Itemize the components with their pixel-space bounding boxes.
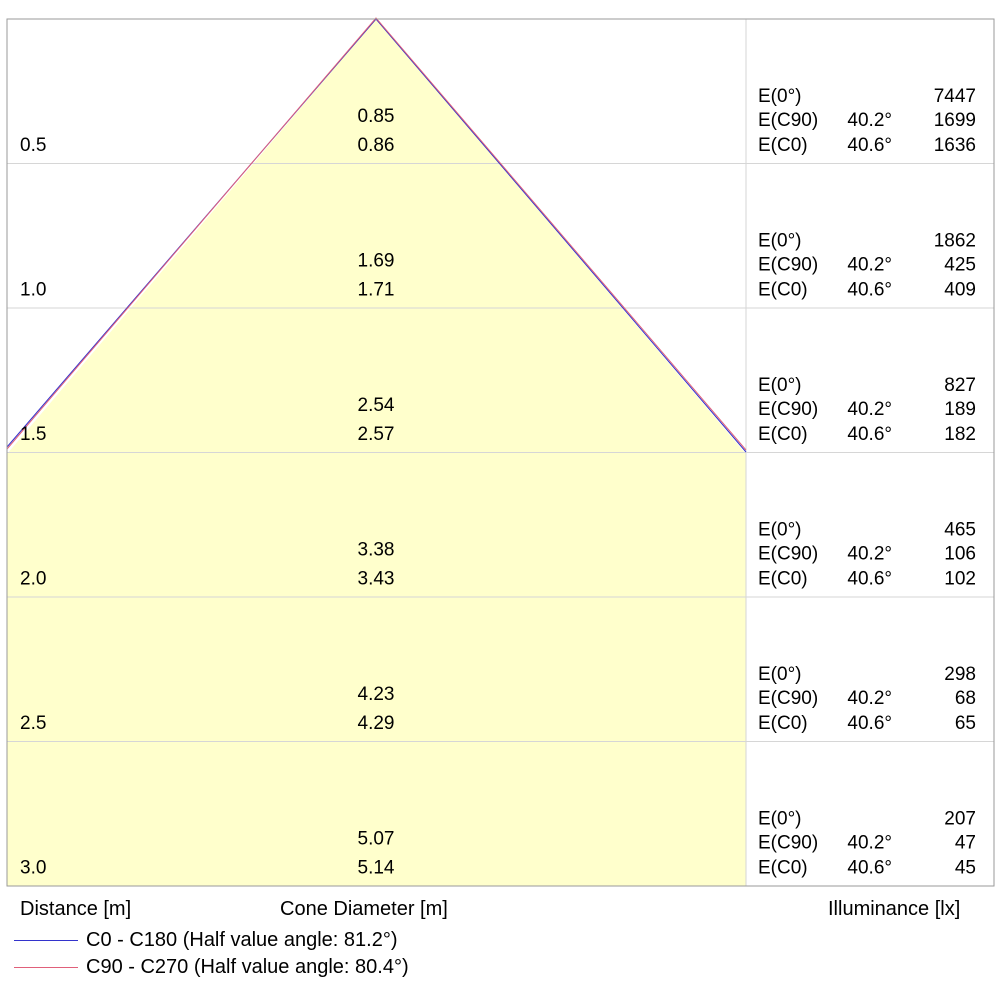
cone-diameter-c90-value: 5.14 bbox=[358, 858, 395, 879]
row-dividers bbox=[7, 163, 994, 742]
ec90-value: 189 bbox=[944, 399, 976, 420]
ec0-value: 65 bbox=[955, 713, 976, 734]
ec0-value: 45 bbox=[955, 858, 976, 879]
ec0-value: 1636 bbox=[934, 135, 976, 156]
ec90-label: E(C90) bbox=[758, 833, 818, 854]
ec90-value: 425 bbox=[944, 255, 976, 276]
ec0-angle: 40.6° bbox=[847, 713, 892, 734]
ec90-angle: 40.2° bbox=[847, 544, 892, 565]
e0-value: 827 bbox=[944, 375, 976, 396]
ec0-angle: 40.6° bbox=[847, 424, 892, 445]
distance-value: 1.0 bbox=[20, 280, 46, 301]
e0-value: 298 bbox=[944, 664, 976, 685]
ec90-value: 1699 bbox=[934, 110, 976, 131]
ec0-angle: 40.6° bbox=[847, 280, 892, 301]
ec0-angle: 40.6° bbox=[847, 858, 892, 879]
ec90-value: 106 bbox=[944, 544, 976, 565]
rows: 0.5 0.85 0.86 E(0°) 7447 E(C90) 40.2° 1699 E(C0)… bbox=[20, 86, 976, 879]
distance-value: 2.0 bbox=[20, 569, 46, 590]
distance-value: 3.0 bbox=[20, 858, 46, 879]
e0-value: 7447 bbox=[934, 86, 976, 107]
cone-diameter-c90-value: 2.57 bbox=[358, 424, 395, 445]
ec0-label: E(C0) bbox=[758, 713, 808, 734]
e0-value: 1862 bbox=[934, 231, 976, 252]
e0-label: E(0°) bbox=[758, 375, 802, 396]
ec90-label: E(C90) bbox=[758, 255, 818, 276]
ec0-label: E(C0) bbox=[758, 135, 808, 156]
ec0-label: E(C0) bbox=[758, 424, 808, 445]
ec90-value: 68 bbox=[955, 688, 976, 709]
ec0-angle: 40.6° bbox=[847, 569, 892, 590]
distance-value: 1.5 bbox=[20, 424, 46, 445]
ec90-angle: 40.2° bbox=[847, 688, 892, 709]
e0-label: E(0°) bbox=[758, 809, 802, 830]
ec90-label: E(C90) bbox=[758, 544, 818, 565]
ec0-value: 102 bbox=[944, 569, 976, 590]
ec90-label: E(C90) bbox=[758, 688, 818, 709]
e0-value: 465 bbox=[944, 520, 976, 541]
ec90-angle: 40.2° bbox=[847, 255, 892, 276]
ec90-angle: 40.2° bbox=[847, 399, 892, 420]
e0-label: E(0°) bbox=[758, 86, 802, 107]
e0-label: E(0°) bbox=[758, 664, 802, 685]
ec90-value: 47 bbox=[955, 833, 976, 854]
cone-diameter-c0-value: 3.38 bbox=[358, 540, 395, 561]
cone-diameter-c0-value: 0.85 bbox=[358, 106, 395, 127]
ec0-value: 409 bbox=[944, 280, 976, 301]
cone-diameter-c0-value: 4.23 bbox=[358, 684, 395, 705]
diagram-frame bbox=[6, 18, 995, 887]
ec0-label: E(C0) bbox=[758, 569, 808, 590]
ec0-label: E(C0) bbox=[758, 858, 808, 879]
cone-diameter-c0-value: 1.69 bbox=[358, 251, 395, 272]
cone-diameter-c0-value: 2.54 bbox=[358, 395, 395, 416]
ec90-angle: 40.2° bbox=[847, 110, 892, 131]
cone-diameter-c90-value: 4.29 bbox=[358, 713, 395, 734]
distance-value: 2.5 bbox=[20, 713, 46, 734]
ec90-label: E(C90) bbox=[758, 399, 818, 420]
distance-value: 0.5 bbox=[20, 135, 46, 156]
ec0-angle: 40.6° bbox=[847, 135, 892, 156]
e0-value: 207 bbox=[944, 809, 976, 830]
cone-diameter-c90-value: 1.71 bbox=[358, 280, 395, 301]
ec90-label: E(C90) bbox=[758, 110, 818, 131]
ec0-label: E(C0) bbox=[758, 280, 808, 301]
cone-diameter-c90-value: 0.86 bbox=[358, 135, 395, 156]
cone-diameter-c0-value: 5.07 bbox=[358, 829, 395, 850]
cone-diameter-c90-value: 3.43 bbox=[358, 569, 395, 590]
c90-c270-cone-line bbox=[6, 17, 747, 451]
e0-label: E(0°) bbox=[758, 231, 802, 252]
ec90-angle: 40.2° bbox=[847, 833, 892, 854]
ec0-value: 182 bbox=[944, 424, 976, 445]
e0-label: E(0°) bbox=[758, 520, 802, 541]
